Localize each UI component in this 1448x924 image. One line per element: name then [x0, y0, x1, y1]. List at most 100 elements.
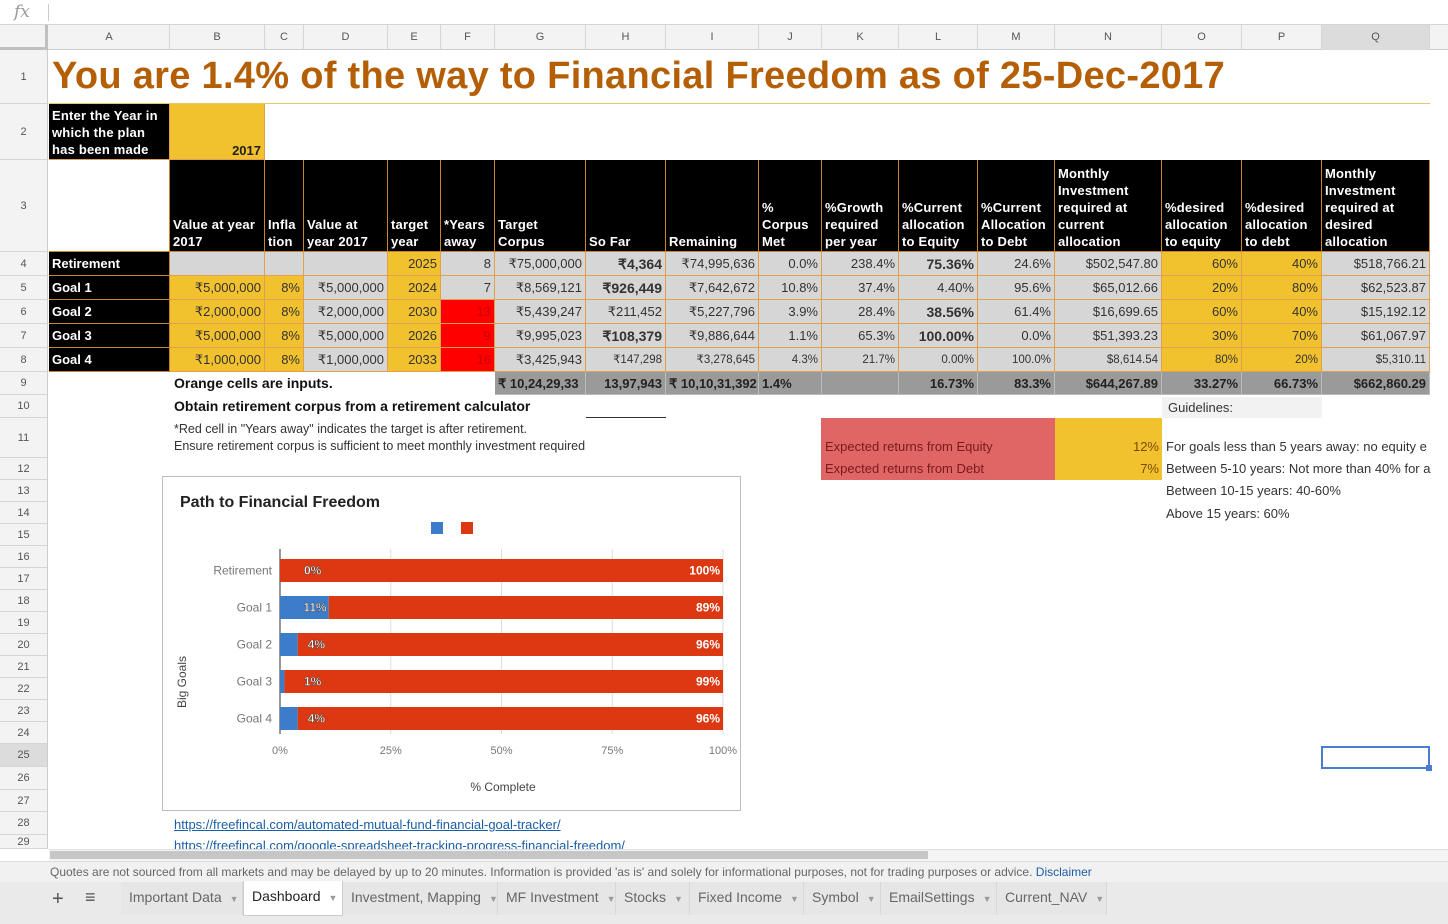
- disclaimer-link[interactable]: Disclaimer: [1035, 865, 1092, 879]
- tab-dropdown-icon[interactable]: ▼: [488, 894, 498, 904]
- row-header-22[interactable]: 22: [0, 678, 48, 700]
- row-header-28[interactable]: 28: [0, 812, 48, 835]
- link-spreadsheet-tracking[interactable]: https://freefincal.com/google-spreadshee…: [174, 838, 625, 849]
- select-all-corner[interactable]: [0, 25, 48, 50]
- data-cell[interactable]: ₹2,000,000: [170, 300, 265, 324]
- data-cell[interactable]: 20%: [1162, 276, 1242, 300]
- sheet-tab[interactable]: Fixed Income ▼: [690, 882, 804, 915]
- tab-dropdown-icon[interactable]: ▼: [328, 893, 338, 903]
- bar-segment[interactable]: [280, 707, 298, 730]
- row-header-15[interactable]: 15: [0, 524, 48, 546]
- data-cell[interactable]: ₹1,000,000: [170, 348, 265, 372]
- sheet-tab[interactable]: Dashboard ▼: [243, 881, 343, 916]
- row-header-29[interactable]: 29: [0, 835, 48, 849]
- data-cell[interactable]: 60%: [1162, 252, 1242, 276]
- column-header-E[interactable]: E: [388, 25, 441, 50]
- column-header-H[interactable]: H: [586, 25, 666, 50]
- data-cell[interactable]: 8%: [265, 324, 304, 348]
- bar-segment[interactable]: [297, 707, 723, 730]
- equity-returns-value[interactable]: 12%: [1132, 439, 1159, 454]
- row-header-23[interactable]: 23: [0, 700, 48, 722]
- row-header-27[interactable]: 27: [0, 790, 48, 812]
- formula-bar[interactable]: fx: [0, 0, 1448, 25]
- data-cell[interactable]: 2033: [388, 348, 441, 372]
- row-header-8[interactable]: 8: [0, 348, 48, 372]
- row-header-20[interactable]: 20: [0, 634, 48, 656]
- tab-dropdown-icon[interactable]: ▼: [982, 894, 992, 904]
- data-cell[interactable]: 70%: [1242, 324, 1322, 348]
- row-header-1[interactable]: 1: [0, 50, 48, 104]
- column-header-A[interactable]: A: [49, 25, 170, 50]
- column-header-Q[interactable]: Q: [1322, 25, 1430, 50]
- column-header-M[interactable]: M: [978, 25, 1055, 50]
- row-header-10[interactable]: 10: [0, 395, 48, 418]
- row-header-19[interactable]: 19: [0, 612, 48, 634]
- add-sheet-icon[interactable]: +: [52, 888, 64, 910]
- column-header-P[interactable]: P: [1242, 25, 1322, 50]
- row-header-2[interactable]: 2: [0, 104, 48, 160]
- column-header-D[interactable]: D: [304, 25, 388, 50]
- row-header-6[interactable]: 6: [0, 300, 48, 324]
- bar-segment[interactable]: [280, 596, 329, 619]
- all-sheets-menu-icon[interactable]: ≡: [85, 887, 96, 907]
- bar-segment[interactable]: [280, 670, 285, 693]
- row-header-3[interactable]: 3: [0, 160, 48, 252]
- row-header-24[interactable]: 24: [0, 722, 48, 744]
- row-header-16[interactable]: 16: [0, 546, 48, 568]
- sheet-tab[interactable]: MF Investment ▼: [498, 882, 616, 915]
- data-cell[interactable]: 80%: [1162, 348, 1242, 372]
- row-header-9[interactable]: 9: [0, 372, 48, 395]
- row-header-7[interactable]: 7: [0, 324, 48, 348]
- row-header-26[interactable]: 26: [0, 767, 48, 790]
- plan-year-input[interactable]: 2017: [170, 104, 265, 160]
- data-cell[interactable]: 8%: [265, 348, 304, 372]
- row-header-12[interactable]: 12: [0, 458, 48, 480]
- column-header-L[interactable]: L: [899, 25, 978, 50]
- column-header-F[interactable]: F: [441, 25, 495, 50]
- data-cell[interactable]: 60%: [1162, 300, 1242, 324]
- data-cell[interactable]: 40%: [1242, 252, 1322, 276]
- tab-dropdown-icon[interactable]: ▼: [1095, 894, 1105, 904]
- sheet-tab[interactable]: Stocks ▼: [616, 882, 690, 915]
- tab-dropdown-icon[interactable]: ▼: [606, 894, 616, 904]
- sheet-tab[interactable]: Investment, Mapping ▼: [343, 882, 498, 915]
- bar-segment[interactable]: [297, 633, 723, 656]
- sheet-tab[interactable]: EmailSettings ▼: [881, 882, 997, 915]
- data-cell[interactable]: ₹5,000,000: [170, 276, 265, 300]
- column-header-B[interactable]: B: [170, 25, 265, 50]
- tab-dropdown-icon[interactable]: ▼: [866, 894, 876, 904]
- row-header-17[interactable]: 17: [0, 568, 48, 590]
- debt-returns-value[interactable]: 7%: [1140, 461, 1159, 476]
- bar-segment[interactable]: [280, 633, 298, 656]
- scrollbar-thumb[interactable]: [50, 851, 928, 859]
- row-header-25[interactable]: 25: [0, 744, 48, 767]
- row-header-13[interactable]: 13: [0, 480, 48, 502]
- column-header-G[interactable]: G: [495, 25, 586, 50]
- row-header-18[interactable]: 18: [0, 590, 48, 612]
- fill-handle[interactable]: [1426, 765, 1432, 771]
- tab-dropdown-icon[interactable]: ▼: [674, 894, 683, 904]
- column-header-I[interactable]: I: [666, 25, 759, 50]
- data-cell[interactable]: 40%: [1242, 300, 1322, 324]
- sheet-tab[interactable]: Current_NAV ▼: [997, 882, 1107, 915]
- data-cell[interactable]: 20%: [1242, 348, 1322, 372]
- bar-segment[interactable]: [328, 596, 723, 619]
- column-header-N[interactable]: N: [1055, 25, 1162, 50]
- data-cell[interactable]: 30%: [1162, 324, 1242, 348]
- tab-dropdown-icon[interactable]: ▼: [229, 894, 239, 904]
- data-cell[interactable]: 8%: [265, 300, 304, 324]
- row-header-11[interactable]: 11: [0, 418, 48, 458]
- column-header-O[interactable]: O: [1162, 25, 1242, 50]
- bar-segment[interactable]: [284, 670, 723, 693]
- data-cell[interactable]: 2026: [388, 324, 441, 348]
- column-header-C[interactable]: C: [265, 25, 304, 50]
- selected-cell[interactable]: [1321, 746, 1430, 769]
- sheet-tab[interactable]: Important Data ▼: [121, 882, 243, 915]
- tab-dropdown-icon[interactable]: ▼: [790, 894, 799, 904]
- data-cell[interactable]: 2025: [388, 252, 441, 276]
- link-goal-tracker[interactable]: https://freefincal.com/automated-mutual-…: [174, 817, 561, 832]
- data-cell[interactable]: 8%: [265, 276, 304, 300]
- sheet-tab[interactable]: Symbol ▼: [804, 882, 881, 915]
- bar-segment[interactable]: [280, 559, 723, 582]
- data-cell[interactable]: 2030: [388, 300, 441, 324]
